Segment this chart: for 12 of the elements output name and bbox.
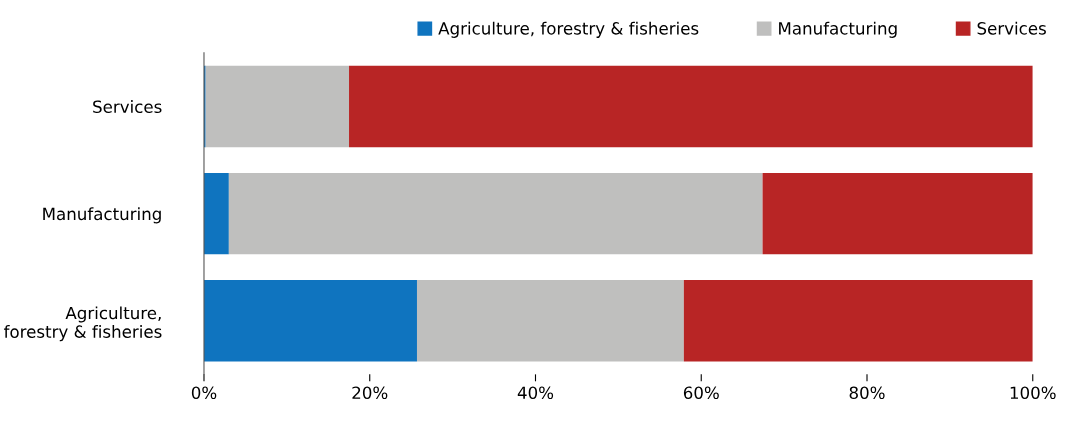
x-tick-label: 100% [1010,386,1056,400]
y-tick-label: Services [93,100,162,114]
x-tick-label: 20% [352,386,388,400]
legend-label: Manufacturing [779,21,897,38]
x-tick-label: 60% [683,386,719,400]
x-tick-label: 0% [191,386,217,400]
y-tick-label: Manufacturing [43,207,161,224]
legend-label: Services [977,21,1046,35]
legend-label: Agriculture, forestry & fisheries [438,21,699,38]
x-tick-label: 80% [849,386,885,400]
x-tick-label: 40% [517,386,554,400]
y-tick-label: Agriculture, forestry & fisheries [3,306,162,342]
